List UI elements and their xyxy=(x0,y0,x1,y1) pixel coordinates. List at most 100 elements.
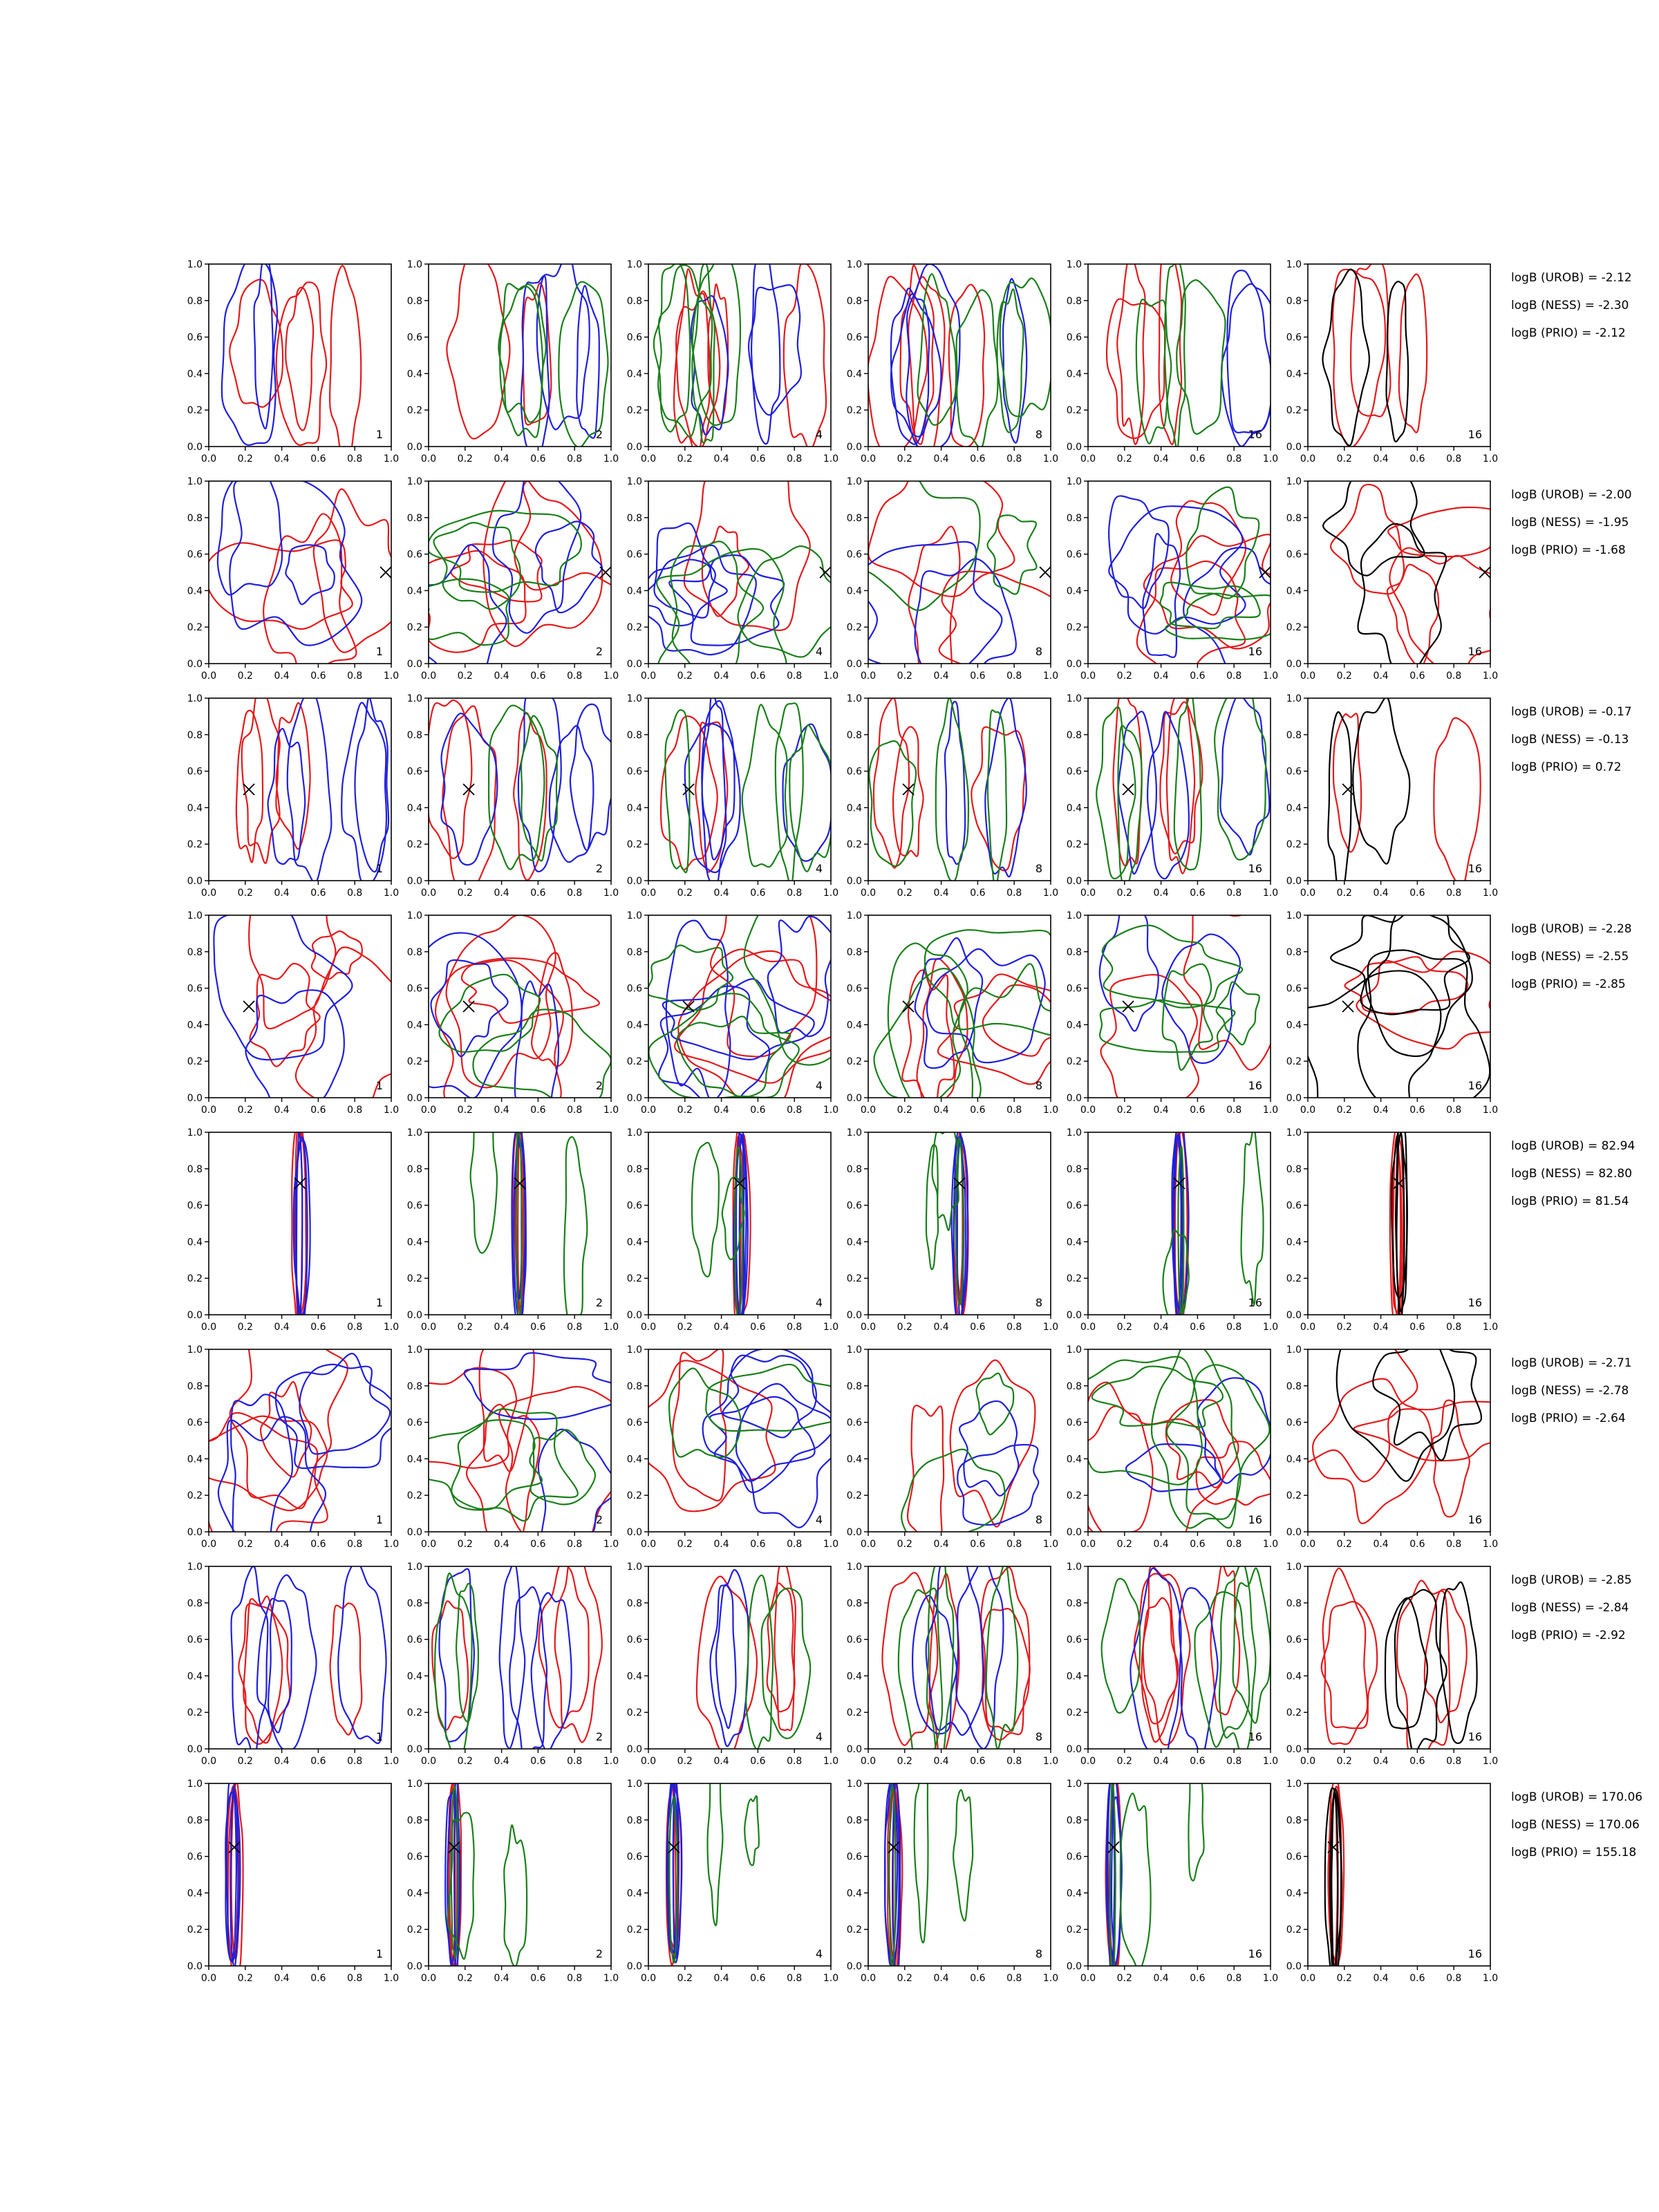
y-tick-label: 1.0 xyxy=(1286,259,1302,270)
y-tick-label: 0.8 xyxy=(1286,1164,1302,1175)
y-tick-label: 0.4 xyxy=(847,1671,862,1682)
contour-line-blue xyxy=(1002,278,1028,444)
contour-line-red xyxy=(1344,956,1469,1015)
panel-r2-c5: 0.00.0 0.2 0.2 0.4 0.4 0.6 0.6 0.8 0.8 1.0 1.0 16 xyxy=(1067,476,1278,682)
contour-line-red xyxy=(328,265,362,447)
contour-line-green xyxy=(515,1132,523,1315)
y-tick-label: 0.6 xyxy=(1286,1635,1302,1646)
y-tick-label: 0.2 xyxy=(1286,1056,1302,1067)
contour-line-green xyxy=(691,264,715,444)
y-tick-label: 0.2 xyxy=(847,1056,862,1067)
y-tick-label: 1.0 xyxy=(1286,1127,1302,1138)
y-tick-label: 1.0 xyxy=(1286,476,1302,487)
x-tick-label: 1.0 xyxy=(1263,453,1278,465)
panel-label: 1 xyxy=(376,645,383,658)
contour-line-blue xyxy=(722,1354,817,1438)
y-tick-label: 0.2 xyxy=(1286,1707,1302,1718)
contour-group xyxy=(659,698,831,881)
y-tick-label: 1.0 xyxy=(187,1344,203,1356)
y-tick-label: 0.8 xyxy=(847,1381,862,1392)
x-tick-label: 1.0 xyxy=(384,1322,399,1333)
y-tick-label: 0.2 xyxy=(187,1056,203,1067)
contour-line-green xyxy=(656,547,787,664)
panel-r3-c3: 0.00.0 0.2 0.2 0.4 0.4 0.6 0.6 0.8 0.8 1.0 1.0 4 xyxy=(627,693,838,899)
contour-line-red xyxy=(310,930,363,980)
y-tick-label: 0.0 xyxy=(407,1527,422,1538)
y-tick-label: 0.4 xyxy=(1067,1020,1082,1031)
panel-label: 16 xyxy=(1468,428,1482,441)
contour-line-blue xyxy=(299,1363,391,1455)
x-tick-label: 0.0 xyxy=(201,1105,216,1116)
y-tick-label: 0.8 xyxy=(187,1381,203,1392)
contour-line-blue xyxy=(1161,933,1241,1065)
y-tick-label: 0.0 xyxy=(627,659,642,670)
y-tick-label: 0.4 xyxy=(1286,585,1302,597)
x-tick-label: 0.0 xyxy=(1080,1539,1096,1550)
contour-group xyxy=(1320,1567,1478,1749)
y-tick-label: 1.0 xyxy=(1067,1127,1082,1138)
x-tick-label: 1.0 xyxy=(1043,453,1058,465)
panel-label: 16 xyxy=(1468,1947,1482,1960)
contour-line-green xyxy=(1176,279,1226,435)
x-tick-label: 0.8 xyxy=(1006,1105,1022,1116)
y-tick-label: 1.0 xyxy=(407,1127,422,1138)
contour-group xyxy=(446,264,609,447)
contour-line-green xyxy=(888,1785,897,1966)
contour-line-red xyxy=(908,525,961,664)
x-tick-label: 0.8 xyxy=(1006,888,1022,899)
y-tick-label: 0.2 xyxy=(187,1490,203,1501)
contour-line-red xyxy=(672,1349,727,1501)
contour-line-blue xyxy=(514,980,559,1098)
x-tick-label: 0.8 xyxy=(567,1973,582,1984)
contour-line-green xyxy=(1188,1783,1205,1882)
y-tick-label: 0.8 xyxy=(1286,1381,1302,1392)
axes-frame xyxy=(208,1566,392,1750)
x-tick-label: 0.0 xyxy=(641,1105,656,1116)
contour-group xyxy=(469,1132,588,1315)
y-tick-label: 0.6 xyxy=(1286,1418,1302,1429)
panel-r1-c4: 0.00.00.20.20.40.40.60.60.80.81.01.08 xyxy=(847,259,1058,465)
y-tick-label: 0.8 xyxy=(407,1381,422,1392)
y-tick-label: 0.4 xyxy=(1286,1020,1302,1031)
panel-label: 16 xyxy=(1248,428,1262,441)
panel-r8-c3: 0.00.0 0.2 0.2 0.4 0.4 0.6 0.6 0.8 0.8 1.0 1.0 4 xyxy=(627,1779,838,1984)
contour-line-black xyxy=(1322,268,1371,447)
y-tick-label: 1.0 xyxy=(847,476,862,487)
y-tick-label: 0.6 xyxy=(407,1418,422,1429)
panel-r7-c6: 0.00.0 0.2 0.2 0.4 0.4 0.6 0.6 0.8 0.8 1.0 1.0 16 xyxy=(1286,1562,1498,1767)
x-tick-label: 0.6 xyxy=(310,1539,326,1550)
y-tick-label: 1.0 xyxy=(847,693,862,704)
y-tick-label: 1.0 xyxy=(847,1127,862,1138)
contour-line-blue xyxy=(354,698,390,873)
x-tick-label: 1.0 xyxy=(1263,1973,1278,1984)
panel-r5-c1: 0.00.0 0.2 0.2 0.4 0.4 0.6 0.6 0.8 0.8 1.0 1.0 1 xyxy=(187,1127,399,1333)
contour-group xyxy=(291,1132,311,1315)
axes-frame xyxy=(428,915,612,1098)
y-tick-label: 0.8 xyxy=(1067,1815,1082,1826)
x-tick-label: 0.6 xyxy=(970,1105,985,1116)
y-tick-label: 0.2 xyxy=(1067,1490,1082,1501)
y-tick-label: 0.0 xyxy=(627,1744,642,1755)
contour-line-red xyxy=(446,264,511,440)
logb-annotation: logB (UROB) = 170.06 xyxy=(1511,1790,1643,1804)
contour-line-black xyxy=(1330,915,1470,1015)
y-tick-label: 0.2 xyxy=(187,839,203,850)
x-tick-label: 0.2 xyxy=(1337,1756,1352,1767)
x-tick-label: 0.2 xyxy=(1117,1973,1132,1984)
contour-line-green xyxy=(897,1587,944,1749)
y-tick-label: 0.4 xyxy=(1067,803,1082,814)
x-tick-label: 0.2 xyxy=(458,1973,473,1984)
contour-line-blue xyxy=(959,1400,1020,1497)
x-tick-label: 0.0 xyxy=(641,1539,656,1550)
contour-line-blue xyxy=(738,1134,745,1315)
x-marker xyxy=(1122,1000,1134,1013)
x-tick-label: 0.0 xyxy=(1300,671,1315,682)
logb-annotation: logB (UROB) = -2.71 xyxy=(1511,1356,1632,1370)
x-tick-label: 0.2 xyxy=(677,1105,693,1116)
contour-line-blue xyxy=(253,264,274,430)
x-tick-label: 0.6 xyxy=(1409,1756,1425,1767)
x-tick-label: 1.0 xyxy=(823,1973,838,1984)
y-tick-label: 0.2 xyxy=(407,405,422,416)
panel-label: 8 xyxy=(1035,1079,1042,1092)
